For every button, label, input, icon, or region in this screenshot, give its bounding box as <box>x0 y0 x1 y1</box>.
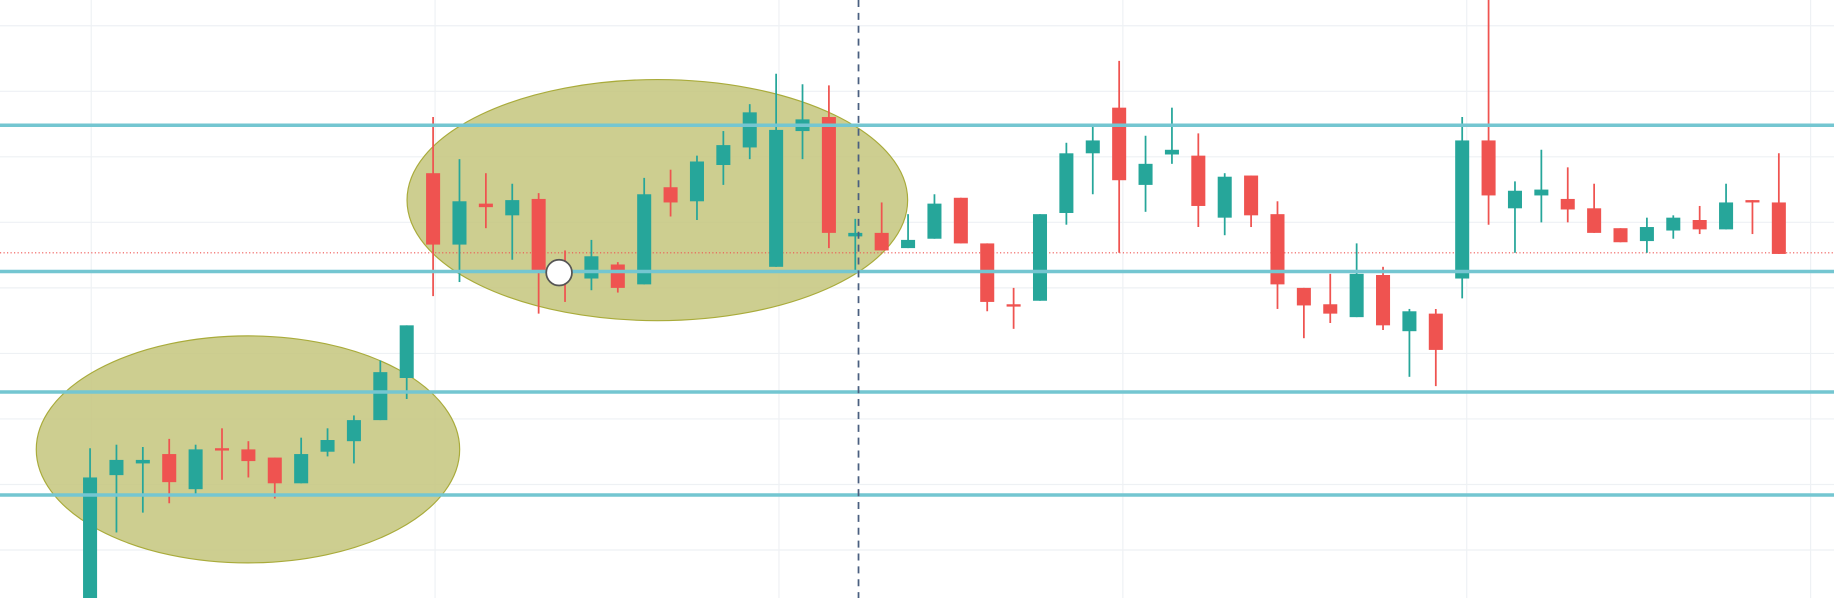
candle-body <box>1059 153 1074 213</box>
candle-body <box>584 256 599 279</box>
candle-body <box>1639 227 1654 242</box>
candle-body <box>399 325 414 378</box>
candle-body <box>1745 200 1760 203</box>
candle-body <box>1032 214 1048 301</box>
candle-body <box>1692 220 1707 230</box>
candle-body <box>1507 190 1522 209</box>
candle-body <box>1323 304 1338 314</box>
candle-body <box>1402 311 1417 332</box>
candle-body <box>1771 202 1786 254</box>
candle-body <box>901 239 916 249</box>
candle-body <box>1296 287 1311 306</box>
candles <box>83 0 1786 598</box>
candle-body <box>188 449 203 490</box>
candle-body <box>162 454 177 483</box>
candle-body <box>1666 217 1681 231</box>
candle-body <box>637 194 652 285</box>
candle-body <box>1112 107 1127 181</box>
candle-body <box>1587 208 1602 233</box>
candle-body <box>426 173 441 245</box>
candle-body <box>821 117 836 233</box>
candle-body <box>478 203 493 208</box>
candle-body <box>294 454 309 484</box>
candle-body <box>769 129 784 267</box>
candle-body <box>848 232 863 237</box>
candle-body <box>1613 228 1628 243</box>
candle-body <box>927 203 942 239</box>
candle-body <box>1006 304 1021 307</box>
candle-body <box>953 197 968 244</box>
candle-body <box>267 457 282 484</box>
candle-body <box>610 264 625 288</box>
candle-body <box>135 459 150 464</box>
candle-body <box>531 198 546 273</box>
candle-body <box>1270 214 1285 285</box>
candle-body <box>109 459 124 476</box>
candle-body <box>1191 155 1206 206</box>
candle-body <box>1217 176 1232 218</box>
candle-body <box>452 201 467 245</box>
candle-body <box>1428 313 1443 350</box>
candle-body <box>1349 273 1364 318</box>
drag-handle[interactable] <box>545 258 573 287</box>
candle-body <box>716 145 731 166</box>
candle-body <box>373 372 388 421</box>
candle-body <box>214 448 230 451</box>
candle-body <box>1560 198 1575 210</box>
candle-body <box>874 232 889 251</box>
candle-body <box>742 112 757 148</box>
horizontal-lines <box>0 123 1834 497</box>
candle-body <box>1138 163 1153 185</box>
candle-body <box>1455 140 1470 279</box>
candle-body <box>320 440 335 452</box>
candle-body <box>505 200 520 216</box>
candle-body <box>689 161 704 202</box>
candle-body <box>83 477 98 598</box>
candle-body <box>241 449 256 462</box>
candle-body <box>663 187 678 203</box>
candle-body <box>1534 189 1549 196</box>
candle-body <box>1376 275 1391 326</box>
candle-body <box>1085 140 1100 154</box>
candle-body <box>1244 175 1259 216</box>
candle-body <box>1719 202 1734 230</box>
candle-body <box>346 420 361 442</box>
candle-body <box>1164 149 1179 155</box>
candle-body <box>1481 140 1496 196</box>
